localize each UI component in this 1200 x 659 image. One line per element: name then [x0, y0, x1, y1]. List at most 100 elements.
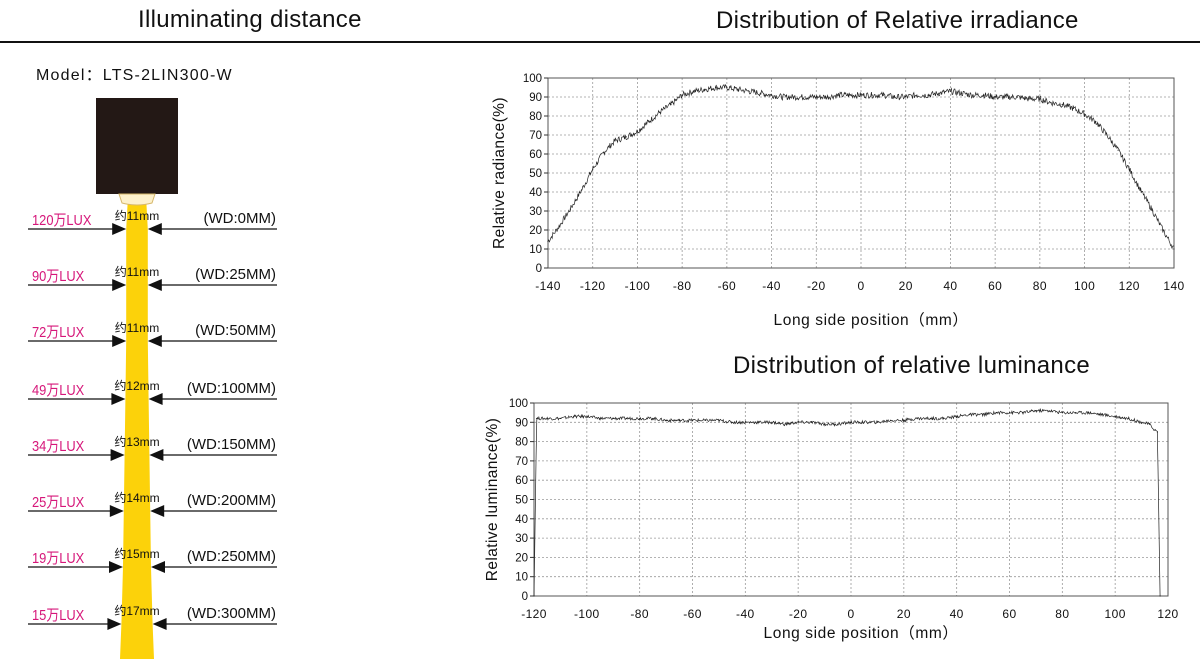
light-beam — [120, 196, 154, 659]
beam-width-label: 约11mm — [115, 264, 159, 279]
beam-width-label: 约17mm — [114, 603, 159, 618]
working-distance-label: (WD:100MM) — [187, 380, 276, 397]
distance-row: 34万LUX 约13mm (WD:150MM) — [28, 434, 277, 461]
y-tick-label: 10 — [529, 244, 542, 256]
x-tick-label: -40 — [736, 607, 755, 621]
data-point — [569, 208, 571, 210]
data-point — [726, 86, 728, 89]
arrow-right-icon — [109, 505, 124, 517]
data-point — [603, 151, 605, 153]
data-point — [1140, 421, 1143, 423]
data-point — [744, 421, 746, 423]
data-point — [850, 421, 852, 423]
data-point — [860, 94, 862, 96]
y-tick-label: 80 — [529, 111, 542, 123]
luminance-chart: Distribution of relative luminance 0 10 20 3… — [484, 352, 1178, 642]
x-tick-label: 0 — [847, 607, 854, 621]
working-distance-label: (WD:300MM) — [187, 605, 276, 622]
illuminating-distance-title: Illuminating distance — [138, 6, 362, 33]
beam-width-label: 约11mm — [115, 208, 159, 223]
data-point — [903, 419, 905, 421]
x-tick-label: 80 — [1055, 607, 1069, 621]
lux-value: 34万LUX — [32, 437, 85, 454]
chart-title: Distribution of relative luminance — [733, 352, 1090, 379]
arrow-left-icon — [147, 335, 162, 347]
data-point — [639, 417, 641, 420]
x-tick-label: 100 — [1074, 279, 1095, 293]
data-point — [652, 417, 654, 420]
arrow-right-icon — [109, 561, 123, 573]
data-point — [927, 94, 929, 96]
data-point — [1016, 96, 1019, 98]
data-point — [612, 417, 614, 420]
arrow-left-icon — [147, 223, 162, 235]
distance-row: 25万LUX 约14mm (WD:200MM) — [28, 490, 277, 517]
working-distance-label: (WD:150MM) — [187, 436, 276, 453]
series-line — [547, 83, 1175, 249]
x-tick-label: -60 — [683, 607, 702, 621]
x-tick-label: -140 — [535, 279, 561, 293]
y-tick-label: 10 — [515, 572, 528, 584]
data-point — [573, 415, 575, 418]
lux-value: 15万LUX — [32, 606, 85, 623]
lux-value: 90万LUX — [32, 267, 85, 284]
data-point — [942, 417, 945, 420]
x-tick-label: -80 — [673, 279, 692, 293]
arrow-left-icon — [149, 449, 164, 461]
distance-row: 19万LUX 约15mm (WD:250MM) — [28, 546, 277, 573]
x-axis-label: Long side position（mm） — [774, 312, 969, 329]
x-tick-label: 140 — [1163, 279, 1184, 293]
x-tick-label: -40 — [762, 279, 781, 293]
lamp-body — [96, 98, 178, 194]
lux-value: 25万LUX — [32, 493, 85, 510]
data-point — [823, 423, 826, 425]
data-point — [1061, 104, 1063, 106]
data-point — [648, 121, 650, 123]
beam-width-label: 约12mm — [114, 378, 159, 393]
data-point — [592, 168, 594, 170]
x-tick-label: 120 — [1119, 279, 1140, 293]
data-point — [1156, 431, 1159, 433]
x-tick-label: -20 — [807, 279, 826, 293]
lamp-lens — [118, 193, 156, 206]
working-distance-label: (WD:200MM) — [187, 492, 276, 509]
arrow-left-icon — [150, 505, 165, 517]
data-point — [890, 419, 892, 421]
data-point — [1083, 113, 1086, 115]
y-tick-label: 60 — [515, 475, 528, 487]
data-point — [625, 136, 627, 138]
data-point — [1159, 595, 1161, 597]
data-point — [703, 88, 706, 90]
data-point — [678, 419, 680, 421]
data-point — [731, 421, 733, 423]
beam-width-label: 约15mm — [114, 546, 159, 561]
x-tick-label: 60 — [1002, 607, 1016, 621]
data-point — [961, 92, 963, 94]
x-tick-label: -120 — [521, 607, 547, 621]
data-point — [1095, 121, 1097, 123]
data-point — [1148, 423, 1151, 425]
x-tick-label: 80 — [1033, 279, 1047, 293]
data-point — [815, 96, 817, 98]
data-point — [759, 92, 761, 94]
x-tick-label: 40 — [943, 279, 957, 293]
beam-width-label: 约11mm — [115, 320, 159, 335]
y-axis-label: Relative luminance(%) — [484, 418, 501, 581]
data-point — [670, 104, 672, 106]
y-tick-label: 60 — [529, 149, 542, 161]
arrow-right-icon — [110, 449, 125, 461]
charts-svg: Distribution of Relative irradiance 0 10 20… — [484, 7, 1184, 642]
y-tick-label: 70 — [515, 456, 528, 468]
data-point — [547, 240, 549, 242]
data-point — [1139, 189, 1142, 191]
data-point — [983, 94, 985, 96]
data-point — [1005, 96, 1007, 98]
data-point — [804, 96, 806, 98]
distance-row: 120万LUX 约11mm (WD:0MM) — [28, 208, 277, 235]
data-point — [876, 421, 879, 423]
data-point — [659, 111, 661, 113]
data-point — [748, 90, 750, 92]
data-point — [691, 419, 694, 421]
x-tick-label: 20 — [899, 279, 913, 293]
y-tick-label: 30 — [515, 533, 528, 545]
